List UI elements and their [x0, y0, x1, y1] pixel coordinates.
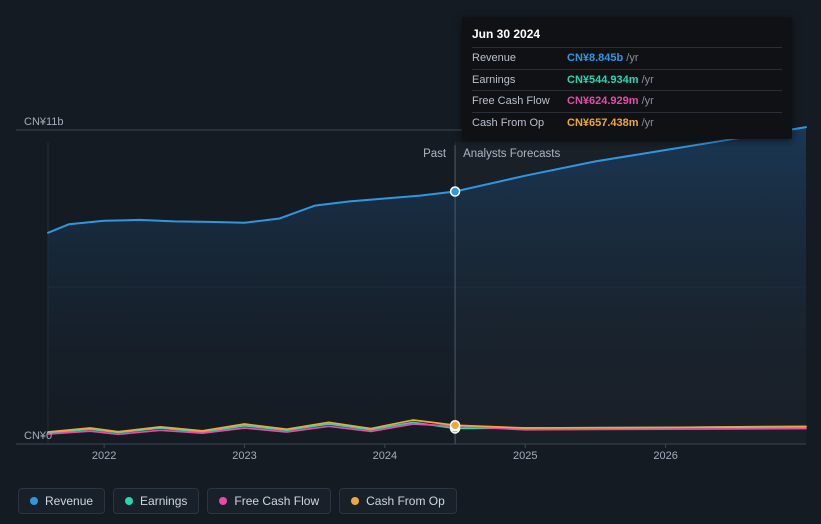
legend-swatch	[30, 497, 38, 505]
tooltip-row-unit: /yr	[642, 72, 654, 89]
legend-item-fcf[interactable]: Free Cash Flow	[207, 488, 331, 514]
legend-swatch	[219, 497, 227, 505]
tooltip-row: RevenueCN¥8.845b/yr	[472, 47, 782, 69]
tooltip-row-value: CN¥8.845b	[567, 50, 623, 67]
legend-swatch	[125, 497, 133, 505]
past-period-label: Past	[423, 148, 446, 160]
tooltip-row-unit: /yr	[642, 93, 654, 110]
legend-label: Free Cash Flow	[234, 494, 319, 508]
legend-label: Earnings	[140, 494, 187, 508]
tooltip-row: EarningsCN¥544.934m/yr	[472, 69, 782, 91]
tooltip-row-label: Earnings	[472, 72, 567, 89]
x-tick-label: 2023	[232, 450, 256, 462]
chart-legend: Revenue Earnings Free Cash Flow Cash From O…	[18, 488, 457, 514]
tooltip-row-label: Free Cash Flow	[472, 93, 567, 110]
legend-label: Revenue	[45, 494, 93, 508]
legend-swatch	[351, 497, 359, 505]
financials-chart: CN¥11b CN¥0 2022 2023 2024 2025 2026 Past Ana…	[0, 0, 821, 524]
tooltip-row-label: Cash From Op	[472, 115, 567, 132]
chart-tooltip: Jun 30 2024 RevenueCN¥8.845b/yrEarningsC…	[462, 17, 792, 139]
x-tick-label: 2026	[653, 450, 677, 462]
x-tick-label: 2022	[92, 450, 116, 462]
tooltip-row-value: CN¥657.438m	[567, 115, 639, 132]
y-tick-label: CN¥11b	[24, 116, 64, 128]
tooltip-row-value: CN¥624.929m	[567, 93, 639, 110]
legend-label: Cash From Op	[366, 494, 445, 508]
y-tick-label: CN¥0	[24, 430, 52, 442]
tooltip-row-value: CN¥544.934m	[567, 72, 639, 89]
forecast-period-label: Analysts Forecasts	[463, 148, 560, 160]
legend-item-cfo[interactable]: Cash From Op	[339, 488, 457, 514]
tooltip-row: Cash From OpCN¥657.438m/yr	[472, 112, 782, 134]
legend-item-earnings[interactable]: Earnings	[113, 488, 199, 514]
tooltip-row-unit: /yr	[626, 50, 638, 67]
legend-item-revenue[interactable]: Revenue	[18, 488, 105, 514]
tooltip-row-unit: /yr	[642, 115, 654, 132]
tooltip-row: Free Cash FlowCN¥624.929m/yr	[472, 90, 782, 112]
tooltip-row-label: Revenue	[472, 50, 567, 67]
tooltip-date: Jun 30 2024	[472, 25, 782, 47]
x-tick-label: 2024	[373, 450, 397, 462]
x-tick-label: 2025	[513, 450, 537, 462]
